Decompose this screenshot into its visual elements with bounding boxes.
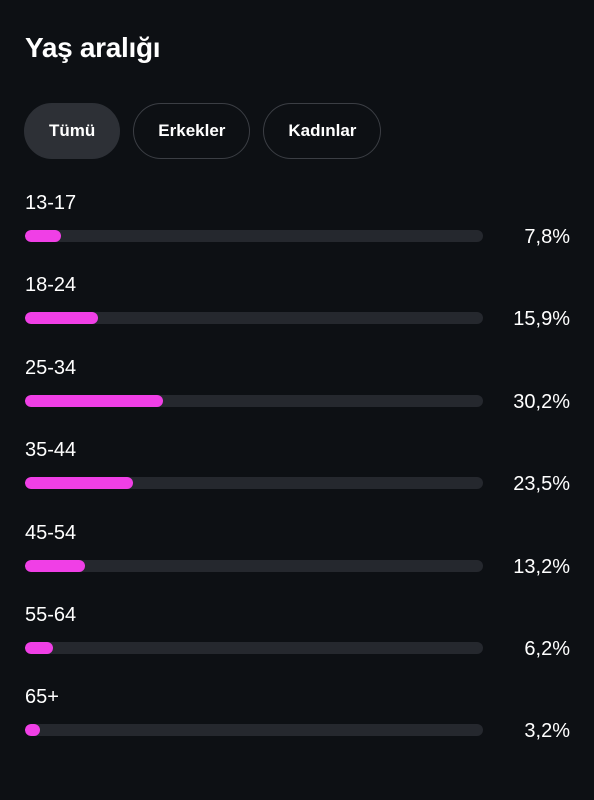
progress-track bbox=[25, 394, 483, 407]
progress-fill bbox=[25, 394, 164, 407]
age-row: 18-24 15,9% bbox=[25, 272, 570, 354]
age-range-label: 18-24 bbox=[25, 274, 77, 297]
progress-fill bbox=[25, 312, 98, 325]
progress-fill bbox=[25, 641, 54, 654]
page-title: Yaş aralığı bbox=[25, 32, 161, 63]
percent-value: 7,8% bbox=[524, 226, 570, 248]
age-row: 65+ 3,2% bbox=[25, 684, 570, 766]
percent-value: 3,2% bbox=[524, 720, 570, 743]
progress-track bbox=[25, 312, 483, 325]
percent-value: 15,9% bbox=[513, 308, 570, 331]
age-row: 45-54 13,2% bbox=[25, 520, 570, 602]
percent-value: 6,2% bbox=[524, 637, 570, 660]
progress-track bbox=[25, 477, 483, 490]
filter-women-button[interactable]: Kadınlar bbox=[263, 103, 382, 159]
age-range-label: 65+ bbox=[25, 686, 59, 709]
age-row: 35-44 23,5% bbox=[25, 437, 570, 519]
percent-value: 30,2% bbox=[513, 390, 570, 413]
progress-track bbox=[25, 230, 483, 242]
progress-fill bbox=[25, 559, 86, 572]
progress-fill bbox=[25, 230, 61, 242]
age-row: 25-34 30,2% bbox=[25, 355, 570, 437]
progress-track bbox=[25, 724, 483, 737]
filter-all-button[interactable]: Tümü bbox=[24, 103, 121, 159]
age-range-label: 35-44 bbox=[25, 439, 77, 462]
age-row: 13-17 7,8% bbox=[25, 190, 570, 272]
age-range-label: 25-34 bbox=[25, 356, 77, 379]
progress-fill bbox=[25, 477, 133, 490]
age-range-label: 55-64 bbox=[25, 603, 77, 626]
progress-track bbox=[25, 559, 483, 572]
filter-men-button[interactable]: Erkekler bbox=[133, 103, 251, 159]
age-row: 55-64 6,2% bbox=[25, 602, 570, 684]
age-range-label: 45-54 bbox=[25, 521, 77, 544]
percent-value: 23,5% bbox=[513, 473, 570, 496]
age-range-label: 13-17 bbox=[25, 192, 77, 214]
age-range-list: 13-17 7,8% 18-24 15,9% 25-34 30,2% 35-44… bbox=[25, 190, 570, 767]
filter-tabs: Tümü Erkekler Kadınlar bbox=[24, 103, 382, 159]
progress-fill bbox=[25, 724, 40, 737]
percent-value: 13,2% bbox=[513, 555, 570, 578]
progress-track bbox=[25, 641, 483, 654]
